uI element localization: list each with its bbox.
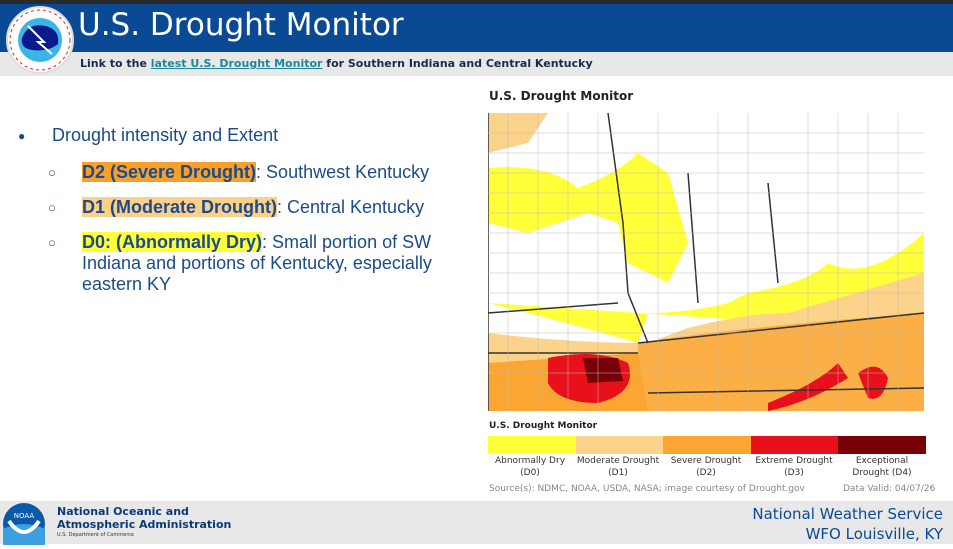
- legend-labels: Abnormally Dry (D0) Moderate Drought (D1)…: [486, 455, 926, 479]
- nws-line1: National Weather Service: [752, 505, 943, 523]
- noaa-dept: U.S. Department of Commerce: [57, 532, 134, 538]
- d1-text: : Central Kentucky: [277, 197, 425, 217]
- noaa-name: National Oceanic and Atmospheric Administ…: [57, 505, 231, 531]
- noaa-line2: Atmospheric Administration: [57, 518, 232, 531]
- nws-logo: [6, 6, 74, 74]
- bullet-d1: D1 (Moderate Drought): Central Kentucky: [18, 197, 488, 218]
- d2-text: : Southwest Kentucky: [256, 162, 430, 182]
- map-valid-date: Data Valid: 04/07/26: [843, 484, 936, 494]
- legend-swatch: [750, 436, 838, 454]
- noaa-logo: NOAA: [3, 503, 45, 545]
- map-source: Source(s): NDMC, NOAA, USDA, NASA; image…: [489, 484, 805, 494]
- legend-label: Exceptional Drought (D4): [852, 456, 912, 478]
- subheader-bar: Link to the latest U.S. Drought Monitor …: [0, 52, 953, 76]
- legend-label: Extreme Drought (D3): [755, 456, 833, 478]
- legend-title: U.S. Drought Monitor: [489, 421, 598, 431]
- window-top-bar: [0, 0, 953, 4]
- subheader-prefix: Link to the: [80, 57, 151, 70]
- nws-line2: WFO Louisville, KY: [805, 525, 943, 543]
- nws-office: National Weather Service WFO Louisville, …: [752, 504, 943, 544]
- noaa-line1: National Oceanic and: [57, 505, 189, 518]
- bullet-list: Drought intensity and Extent D2 (Severe …: [18, 125, 488, 309]
- legend-label: Severe Drought (D2): [670, 456, 742, 478]
- noaa-logo-text: NOAA: [14, 512, 35, 520]
- d0-text: : Small portion of SW Indiana and portio…: [82, 232, 432, 294]
- legend-label: Abnormally Dry (D0): [494, 456, 566, 478]
- d2-label: D2 (Severe Drought): [82, 162, 257, 182]
- drought-map: [488, 113, 924, 411]
- d1-label: D1 (Moderate Drought): [82, 197, 277, 217]
- drought-monitor-link[interactable]: latest U.S. Drought Monitor: [150, 57, 323, 70]
- header-bar: U.S. Drought Monitor: [0, 4, 953, 52]
- bullet-d2: D2 (Severe Drought): Southwest Kentucky: [18, 162, 488, 183]
- subheader-suffix: for Southern Indiana and Central Kentuck…: [322, 57, 593, 70]
- legend-swatch: [488, 436, 576, 454]
- legend-label: Moderate Drought (D1): [576, 456, 660, 478]
- legend-swatches: [488, 436, 926, 454]
- page-title: U.S. Drought Monitor: [78, 7, 404, 43]
- map-title: U.S. Drought Monitor: [489, 89, 634, 103]
- legend-swatch: [663, 436, 751, 454]
- legend-swatch: [575, 436, 663, 454]
- legend-swatch: [838, 436, 926, 454]
- bullet-main: Drought intensity and Extent: [18, 125, 488, 146]
- bullet-d0: D0: (Abnormally Dry): Small portion of S…: [18, 232, 488, 295]
- d0-label: D0: (Abnormally Dry): [82, 232, 263, 252]
- subheader-text: Link to the latest U.S. Drought Monitor …: [80, 57, 593, 70]
- footer: NOAA National Oceanic and Atmospheric Adm…: [0, 501, 953, 545]
